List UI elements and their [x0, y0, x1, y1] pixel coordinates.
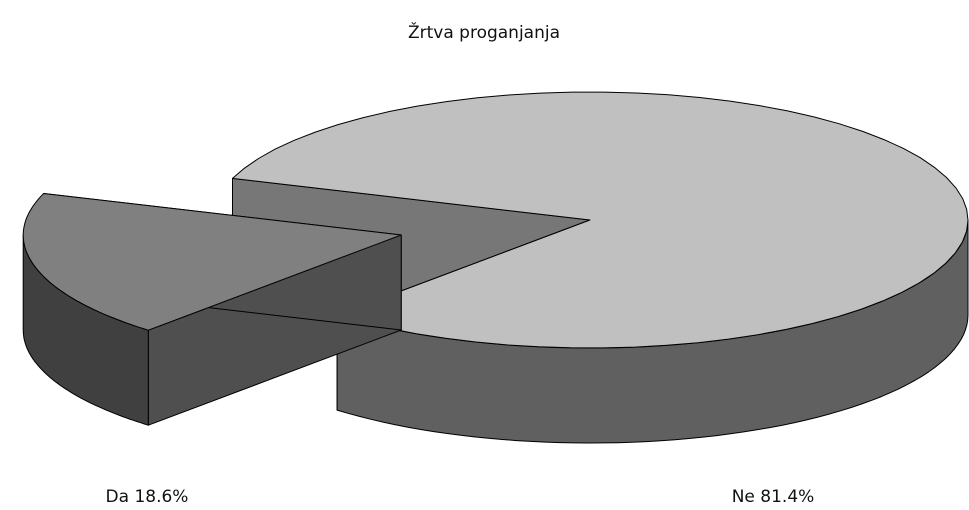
category-label: Da: [106, 487, 130, 507]
value-label: 81.4%: [760, 487, 814, 507]
slice-top: [232, 91, 969, 349]
data-label: Da 18.6%: [106, 487, 189, 507]
value-label: 18.6%: [134, 487, 188, 507]
slice-top: [22, 193, 402, 331]
category-label: Ne: [732, 487, 755, 507]
chart-title: Žrtva proganjanja: [408, 21, 560, 43]
data-label: Ne 81.4%: [732, 487, 815, 507]
